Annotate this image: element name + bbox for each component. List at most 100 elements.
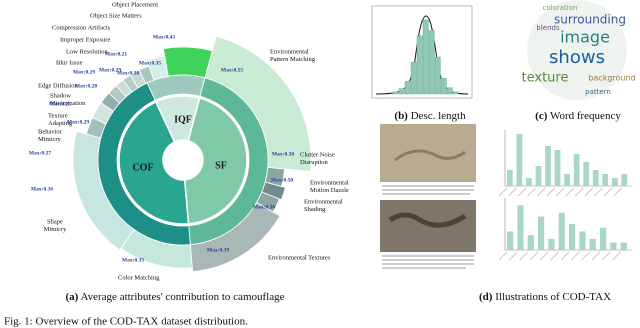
illustration-bar <box>573 154 580 186</box>
category-wedge <box>118 100 190 225</box>
attribute-name: Shading <box>304 206 326 213</box>
cloud-word: surrounding <box>554 13 626 27</box>
cloud-word: coloration <box>543 4 578 12</box>
cloud-word: image <box>560 28 610 47</box>
captions: (a) Average attributes' contribution to … <box>66 110 622 303</box>
x-label-stub <box>612 251 621 261</box>
histogram-bar <box>392 91 399 95</box>
panel-caption: (b) Desc. length <box>394 110 466 122</box>
x-label-stub <box>602 251 611 261</box>
histogram-bar <box>440 77 447 95</box>
histogram-bar <box>422 19 429 95</box>
illustration-bar <box>589 238 596 250</box>
illustration-bar <box>545 146 551 186</box>
histogram-bar <box>398 88 405 95</box>
cloud-word: blends <box>536 24 560 32</box>
attribute-max: Max:0.29 <box>99 67 121 73</box>
attribute-name: Environmental <box>270 48 309 55</box>
caption-text: Word frequency <box>550 110 621 122</box>
category-label: COF <box>132 162 153 173</box>
category-wedge <box>154 95 201 143</box>
caption-label: (d) <box>479 291 493 303</box>
attribute-name: Environmental <box>310 179 349 186</box>
illustration-bar <box>548 238 555 250</box>
histogram-bar <box>416 35 423 95</box>
x-label-stub <box>556 187 565 197</box>
attribute-max: Max:0.29 <box>73 69 95 75</box>
illustration-bar <box>507 170 513 186</box>
histogram-bar <box>404 81 411 95</box>
illustration-bar <box>517 205 524 250</box>
x-label-stub <box>603 187 613 197</box>
attribute-max: Max:0.35 <box>139 60 161 66</box>
panel-caption: (c) Word frequency <box>535 110 621 122</box>
attribute-name: Shadow <box>50 92 71 99</box>
attribute-max: Max:0.38 <box>117 70 139 76</box>
x-label-stub <box>527 187 536 197</box>
attribute-name: Behavior <box>38 128 63 135</box>
attribute-name: Object Size Matters <box>90 12 142 19</box>
x-label-stub <box>508 187 517 197</box>
attribute-name: Blur Issue <box>56 59 83 66</box>
illustration-bar <box>610 242 617 250</box>
illustration-bar <box>516 134 523 186</box>
middle-ring <box>97 82 191 246</box>
attribute-max: Max:0.39 <box>207 247 229 253</box>
illustration-bar <box>527 235 534 250</box>
illustration-bar <box>558 212 565 250</box>
histogram-bar <box>452 91 459 95</box>
x-label-stub <box>565 187 574 197</box>
illustration-bar <box>554 150 561 186</box>
caption-text: Illustrations of COD-TAX <box>495 291 611 303</box>
attribute-max: Max:0.30 <box>272 151 294 157</box>
category-label: IQF <box>174 114 192 125</box>
word-cloud-disc <box>527 0 627 100</box>
attribute-name: Color Matching <box>118 274 160 281</box>
illustration-bar <box>507 231 514 250</box>
middle-ring <box>188 77 269 246</box>
panel-caption: (a) Average attributes' contribution to … <box>66 291 285 303</box>
attribute-name: Compression Artifacts <box>52 24 111 31</box>
attribute-max: Max:0.50 <box>271 177 293 183</box>
attribute-wedge <box>162 46 213 79</box>
x-label-stub <box>560 251 570 261</box>
x-label-stub <box>575 187 584 197</box>
attribute-name: Clutter Noise <box>300 151 335 158</box>
illustration-bar <box>583 162 590 186</box>
attribute-name: Minimization <box>50 100 86 107</box>
histogram-bar <box>446 87 453 95</box>
histogram-bar <box>428 30 435 95</box>
x-label-stub <box>591 251 601 261</box>
x-label-stub <box>498 251 508 261</box>
illustration-bar <box>620 242 627 250</box>
attribute-max: Max:0.55 <box>221 67 243 73</box>
caption-text: Average attributes' contribution to camo… <box>81 291 285 303</box>
attribute-name: Improper Exposure <box>60 36 110 43</box>
x-label-stub <box>594 187 603 197</box>
description-lines <box>382 185 474 269</box>
caption-label: (a) <box>66 291 79 303</box>
caption-label: (b) <box>394 110 408 122</box>
attribute-max: Max:0.28 <box>75 83 97 89</box>
x-label-stub <box>536 187 546 197</box>
illustration-bar <box>535 166 542 186</box>
x-label-stub <box>571 251 580 261</box>
x-label-stub <box>550 251 559 261</box>
cloud-word: texture <box>522 71 569 86</box>
center-hole <box>164 141 202 179</box>
attribute-name: Environmental <box>304 198 343 205</box>
attribute-name: Adapting <box>48 120 73 127</box>
illustration-bar <box>621 174 628 186</box>
illustration-bar <box>602 174 609 186</box>
attribute-name: Object Placement <box>112 1 158 8</box>
attribute-max: Max:0.43 <box>153 34 175 40</box>
attribute-name: Texture <box>48 112 68 119</box>
illustration-bar <box>600 227 607 250</box>
attribute-max: Max:0.35 <box>122 257 144 263</box>
category-label: SF <box>215 160 227 171</box>
x-label-stub <box>584 187 594 197</box>
cloud-word: shows <box>549 47 605 68</box>
attribute-name: Motion Dazzle <box>310 187 349 194</box>
histogram-frame <box>371 5 473 99</box>
